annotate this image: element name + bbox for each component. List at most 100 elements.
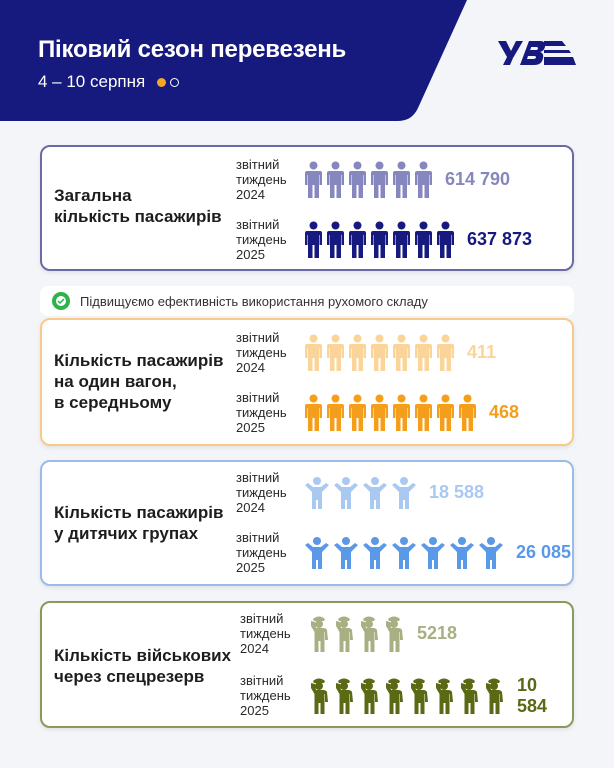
period-label: звітний тиждень 2025 — [236, 530, 302, 575]
soldier-salute-icon — [333, 615, 355, 653]
row-2025: звітний тиждень 2025 26 085 — [236, 530, 571, 575]
card-children-groups: Кількість пасажирів у дитячих групах зві… — [40, 460, 574, 586]
child-arms-up-icon — [362, 476, 388, 510]
period-label: звітний тиждень 2024 — [236, 330, 302, 375]
card-military-reserve: Кількість військових через спецрезерв зв… — [40, 601, 574, 728]
card-label-line: кількість пасажирів — [54, 207, 222, 226]
period-label: звітний тиждень 2025 — [240, 673, 306, 718]
child-arms-up-icon — [391, 476, 417, 510]
person-icon — [392, 334, 411, 372]
value-2024: 614 790 — [445, 169, 511, 189]
person-icon — [326, 221, 345, 259]
row-2025: звітний тиждень 2025 10 584 — [240, 673, 572, 718]
value-2025: 637 873 — [467, 229, 533, 249]
period-year: 2024 — [236, 500, 265, 515]
person-icon — [370, 161, 389, 199]
period-year: 2024 — [236, 360, 265, 375]
person-icon — [414, 221, 433, 259]
card-label: Кількість військових через спецрезерв — [54, 645, 231, 687]
person-icon — [392, 161, 411, 199]
row-2025: звітний тиждень 2025 468 — [236, 390, 519, 435]
child-arms-up-icon — [420, 536, 446, 570]
child-arms-up-icon — [333, 536, 359, 570]
person-icon — [348, 161, 367, 199]
child-arms-up-icon — [449, 536, 475, 570]
header: Піковий сезон перевезень 4 – 10 серпня — [0, 0, 614, 122]
card-label-line: Кількість пасажирів — [54, 503, 224, 522]
child-arms-up-icon — [304, 536, 330, 570]
person-icon — [348, 221, 367, 259]
child-arms-up-icon — [304, 476, 330, 510]
period-line: тиждень — [236, 485, 287, 500]
icon-row — [308, 677, 505, 715]
date-range: 4 – 10 серпня — [38, 72, 180, 92]
soldier-salute-icon — [358, 677, 380, 715]
card-total-passengers: Загальна кількість пасажирів звітний тиж… — [40, 145, 574, 271]
value-2024: 411 — [467, 342, 497, 362]
icon-row — [308, 615, 405, 653]
period-year: 2025 — [236, 247, 265, 262]
person-icon — [348, 394, 367, 432]
period-line: тиждень — [236, 172, 287, 187]
person-icon — [436, 221, 455, 259]
period-label: звітний тиждень 2024 — [240, 611, 306, 656]
row-2024: звітний тиждень 2024 411 — [236, 330, 496, 375]
period-line: звітний — [236, 217, 280, 232]
card-label: Кількість пасажирів у дитячих групах — [54, 502, 223, 544]
card-label: Загальна кількість пасажирів — [54, 185, 222, 227]
person-icon — [436, 394, 455, 432]
value-2025: 468 — [489, 402, 520, 422]
child-arms-up-icon — [333, 476, 359, 510]
soldier-salute-icon — [333, 677, 355, 715]
person-icon — [414, 334, 433, 372]
value-2025: 10 584 — [516, 674, 548, 716]
card-label-line: через спецрезерв — [54, 667, 205, 686]
soldier-salute-icon — [408, 677, 430, 715]
soldier-salute-icon — [308, 615, 330, 653]
period-line: тиждень — [236, 232, 287, 247]
person-icon — [414, 394, 433, 432]
person-icon — [326, 334, 345, 372]
period-line: звітний — [240, 673, 284, 688]
period-label: звітний тиждень 2024 — [236, 470, 302, 515]
period-line: тиждень — [240, 688, 291, 703]
soldier-salute-icon — [358, 615, 380, 653]
period-year: 2025 — [236, 420, 265, 435]
icon-row — [304, 394, 477, 432]
page-dot-inactive — [170, 77, 180, 87]
person-icon — [370, 394, 389, 432]
person-icon — [370, 221, 389, 259]
efficiency-note: Підвищуємо ефективність використання рух… — [40, 286, 574, 316]
person-icon — [370, 334, 389, 372]
person-icon — [348, 334, 367, 372]
period-year: 2025 — [236, 560, 265, 575]
row-2024: звітний тиждень 2024 5218 — [240, 611, 457, 656]
icon-row — [304, 334, 455, 372]
person-icon — [304, 161, 323, 199]
period-line: звітний — [236, 530, 280, 545]
period-year: 2024 — [240, 641, 269, 656]
soldier-salute-icon — [383, 615, 405, 653]
page-title: Піковий сезон перевезень — [38, 36, 347, 63]
person-icon — [392, 394, 411, 432]
soldier-salute-icon — [458, 677, 480, 715]
row-2025: звітний тиждень 2025 637 873 — [236, 217, 532, 262]
header-banner — [0, 0, 467, 121]
value-2024: 18 588 — [429, 482, 485, 502]
period-year: 2025 — [240, 703, 269, 718]
person-icon — [304, 221, 323, 259]
period-line: звітний — [236, 157, 280, 172]
uz-logo-icon — [498, 41, 576, 65]
period-line: звітний — [236, 470, 280, 485]
period-line: тиждень — [236, 345, 287, 360]
person-icon — [392, 221, 411, 259]
note-text: Підвищуємо ефективність використання рух… — [80, 293, 428, 309]
icon-row — [304, 221, 455, 259]
person-icon — [436, 334, 455, 372]
period-label: звітний тиждень 2025 — [236, 390, 302, 435]
date-range-text: 4 – 10 серпня — [38, 72, 146, 91]
check-circle-icon — [52, 292, 70, 310]
child-arms-up-icon — [362, 536, 388, 570]
card-label-line: в середньому — [54, 393, 172, 412]
period-year: 2024 — [236, 187, 265, 202]
